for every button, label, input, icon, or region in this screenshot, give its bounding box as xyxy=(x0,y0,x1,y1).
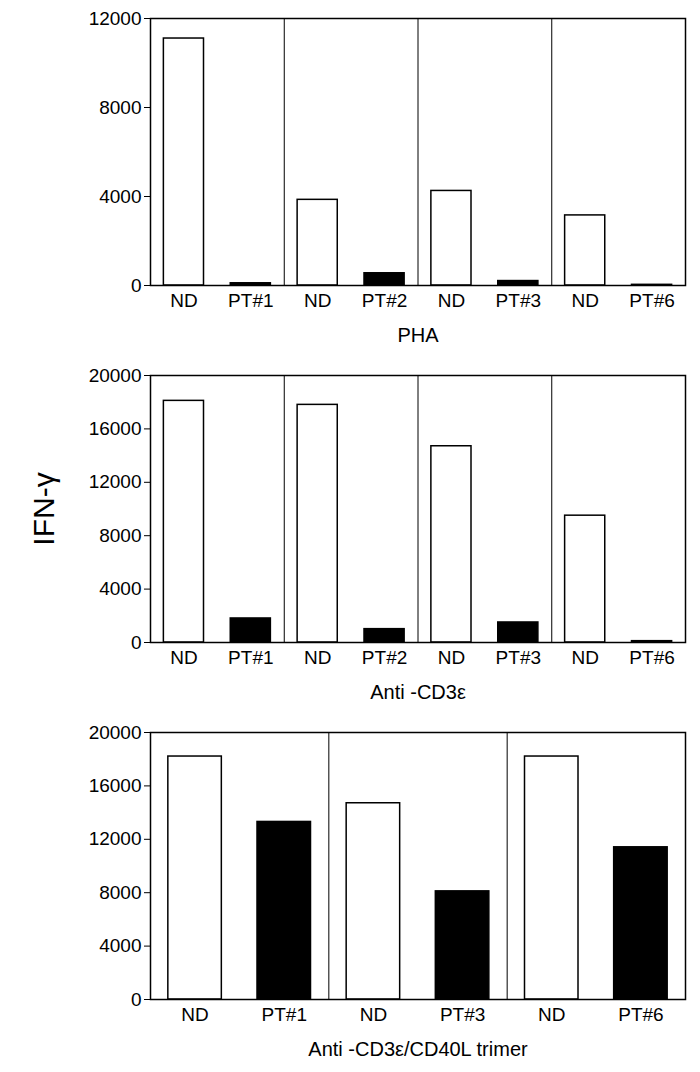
svg-text:IFN-γ: IFN-γ xyxy=(27,472,60,545)
svg-text:PT#3: PT#3 xyxy=(440,1004,485,1025)
svg-text:ND: ND xyxy=(304,290,331,311)
svg-text:ND: ND xyxy=(170,290,197,311)
svg-text:4000: 4000 xyxy=(99,186,141,207)
svg-text:PT#6: PT#6 xyxy=(618,1004,663,1025)
svg-text:ND: ND xyxy=(360,1004,387,1025)
svg-text:PHA: PHA xyxy=(397,324,439,346)
svg-text:ND: ND xyxy=(571,647,598,668)
svg-text:12000: 12000 xyxy=(89,8,142,29)
svg-text:0: 0 xyxy=(131,275,142,296)
svg-text:PT#1: PT#1 xyxy=(228,290,273,311)
svg-text:ND: ND xyxy=(304,647,331,668)
svg-text:20000: 20000 xyxy=(89,722,142,743)
svg-text:12000: 12000 xyxy=(89,471,142,492)
svg-text:ND: ND xyxy=(438,647,465,668)
svg-text:20000: 20000 xyxy=(89,365,142,386)
svg-text:16000: 16000 xyxy=(89,775,142,796)
svg-text:8000: 8000 xyxy=(99,97,141,118)
svg-text:Anti -CD3ε/CD40L trimer: Anti -CD3ε/CD40L trimer xyxy=(308,1038,528,1060)
svg-text:PT#3: PT#3 xyxy=(496,647,541,668)
svg-text:8000: 8000 xyxy=(99,525,141,546)
svg-text:0: 0 xyxy=(131,632,142,653)
svg-text:ND: ND xyxy=(438,290,465,311)
svg-text:0: 0 xyxy=(131,989,142,1010)
svg-text:PT#6: PT#6 xyxy=(629,290,674,311)
svg-text:8000: 8000 xyxy=(99,882,141,903)
svg-text:12000: 12000 xyxy=(89,828,142,849)
svg-text:ND: ND xyxy=(538,1004,565,1025)
svg-text:ND: ND xyxy=(571,290,598,311)
svg-text:PT#1: PT#1 xyxy=(228,647,273,668)
svg-text:4000: 4000 xyxy=(99,935,141,956)
svg-text:PT#2: PT#2 xyxy=(362,290,407,311)
svg-text:16000: 16000 xyxy=(89,418,142,439)
svg-text:PT#2: PT#2 xyxy=(362,647,407,668)
svg-text:4000: 4000 xyxy=(99,578,141,599)
svg-text:PT#1: PT#1 xyxy=(262,1004,307,1025)
svg-text:ND: ND xyxy=(170,647,197,668)
svg-text:Anti -CD3ε: Anti -CD3ε xyxy=(370,681,466,703)
svg-text:PT#3: PT#3 xyxy=(496,290,541,311)
svg-text:PT#6: PT#6 xyxy=(629,647,674,668)
svg-text:ND: ND xyxy=(181,1004,208,1025)
